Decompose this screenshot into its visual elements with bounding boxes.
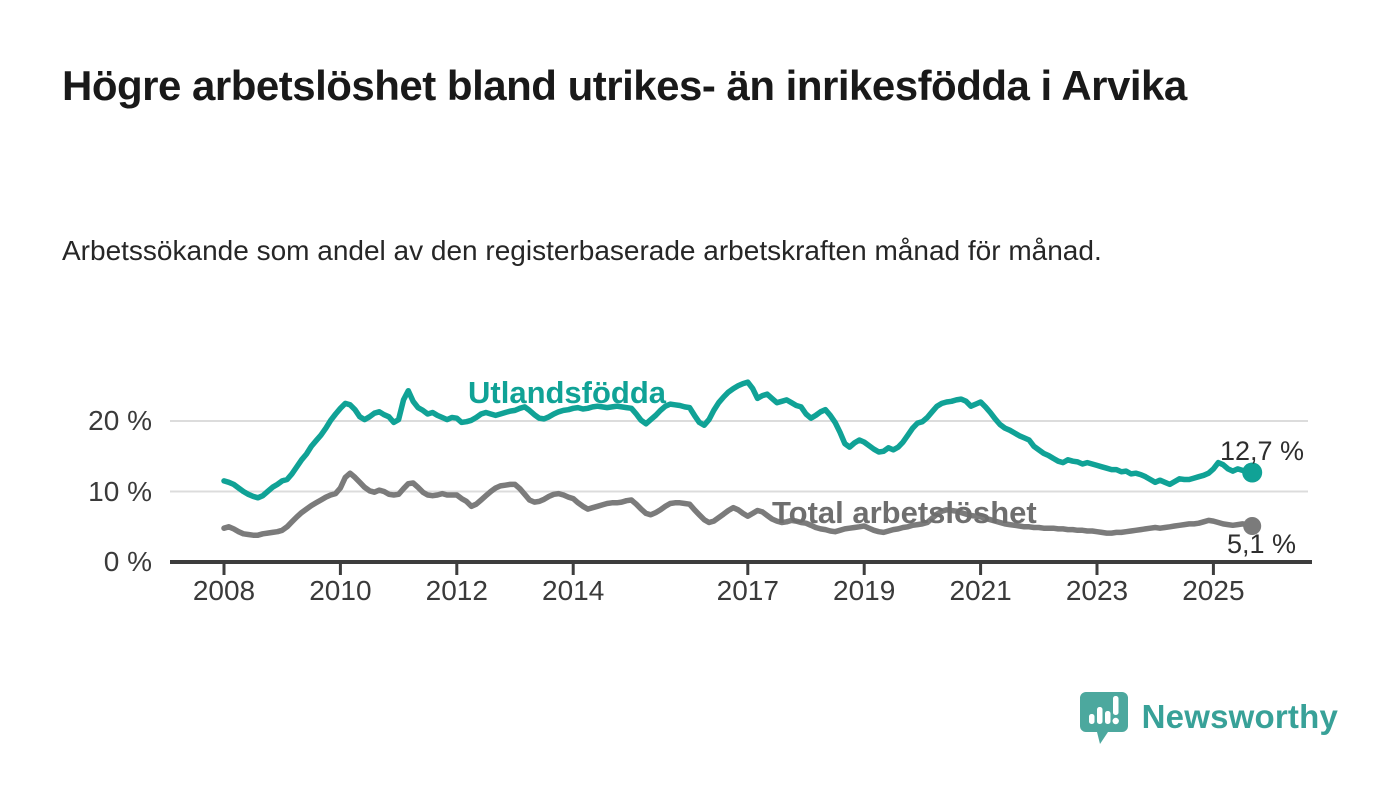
x-tick-label: 2012 xyxy=(425,575,488,606)
series-label-utlandsfodda: Utlandsfödda xyxy=(468,375,667,410)
newsworthy-logo-icon xyxy=(1079,692,1128,744)
x-tick-label: 2014 xyxy=(542,575,605,606)
y-tick-label: 10 % xyxy=(88,475,152,507)
brand-name: Newsworthy xyxy=(1141,698,1338,735)
y-tick-label: 20 % xyxy=(88,405,152,436)
end-value-label-total: 5,1 % xyxy=(1227,529,1297,559)
x-tick-label: 2025 xyxy=(1182,575,1245,606)
y-tick-label: 0 % xyxy=(103,546,152,577)
x-tick-label: 2019 xyxy=(833,575,896,606)
chart-subtitle: Arbetssökande som andel av den registerb… xyxy=(62,235,1102,266)
x-tick-label: 2008 xyxy=(192,575,256,606)
series-line-1 xyxy=(221,470,1255,538)
page-title: Högre arbetslöshet bland utrikes- än inr… xyxy=(62,62,1187,109)
x-tick-label: 2017 xyxy=(716,575,779,606)
x-tick-label: 2023 xyxy=(1065,575,1129,606)
x-tick-label: 2021 xyxy=(949,575,1012,606)
x-tick-label: 2010 xyxy=(309,575,372,606)
series-line-0 xyxy=(221,379,1255,501)
series-end-dot-0 xyxy=(1242,462,1263,483)
series-end-dot-1 xyxy=(1243,517,1262,535)
end-value-label-utlandsfodda: 12,7 % xyxy=(1220,436,1305,466)
series-label-total-arbetsloshet: Total arbetslöshet xyxy=(772,495,1037,530)
newsworthy-logo: Newsworthy xyxy=(1079,686,1338,748)
logo-bubble-shape xyxy=(1079,692,1128,744)
